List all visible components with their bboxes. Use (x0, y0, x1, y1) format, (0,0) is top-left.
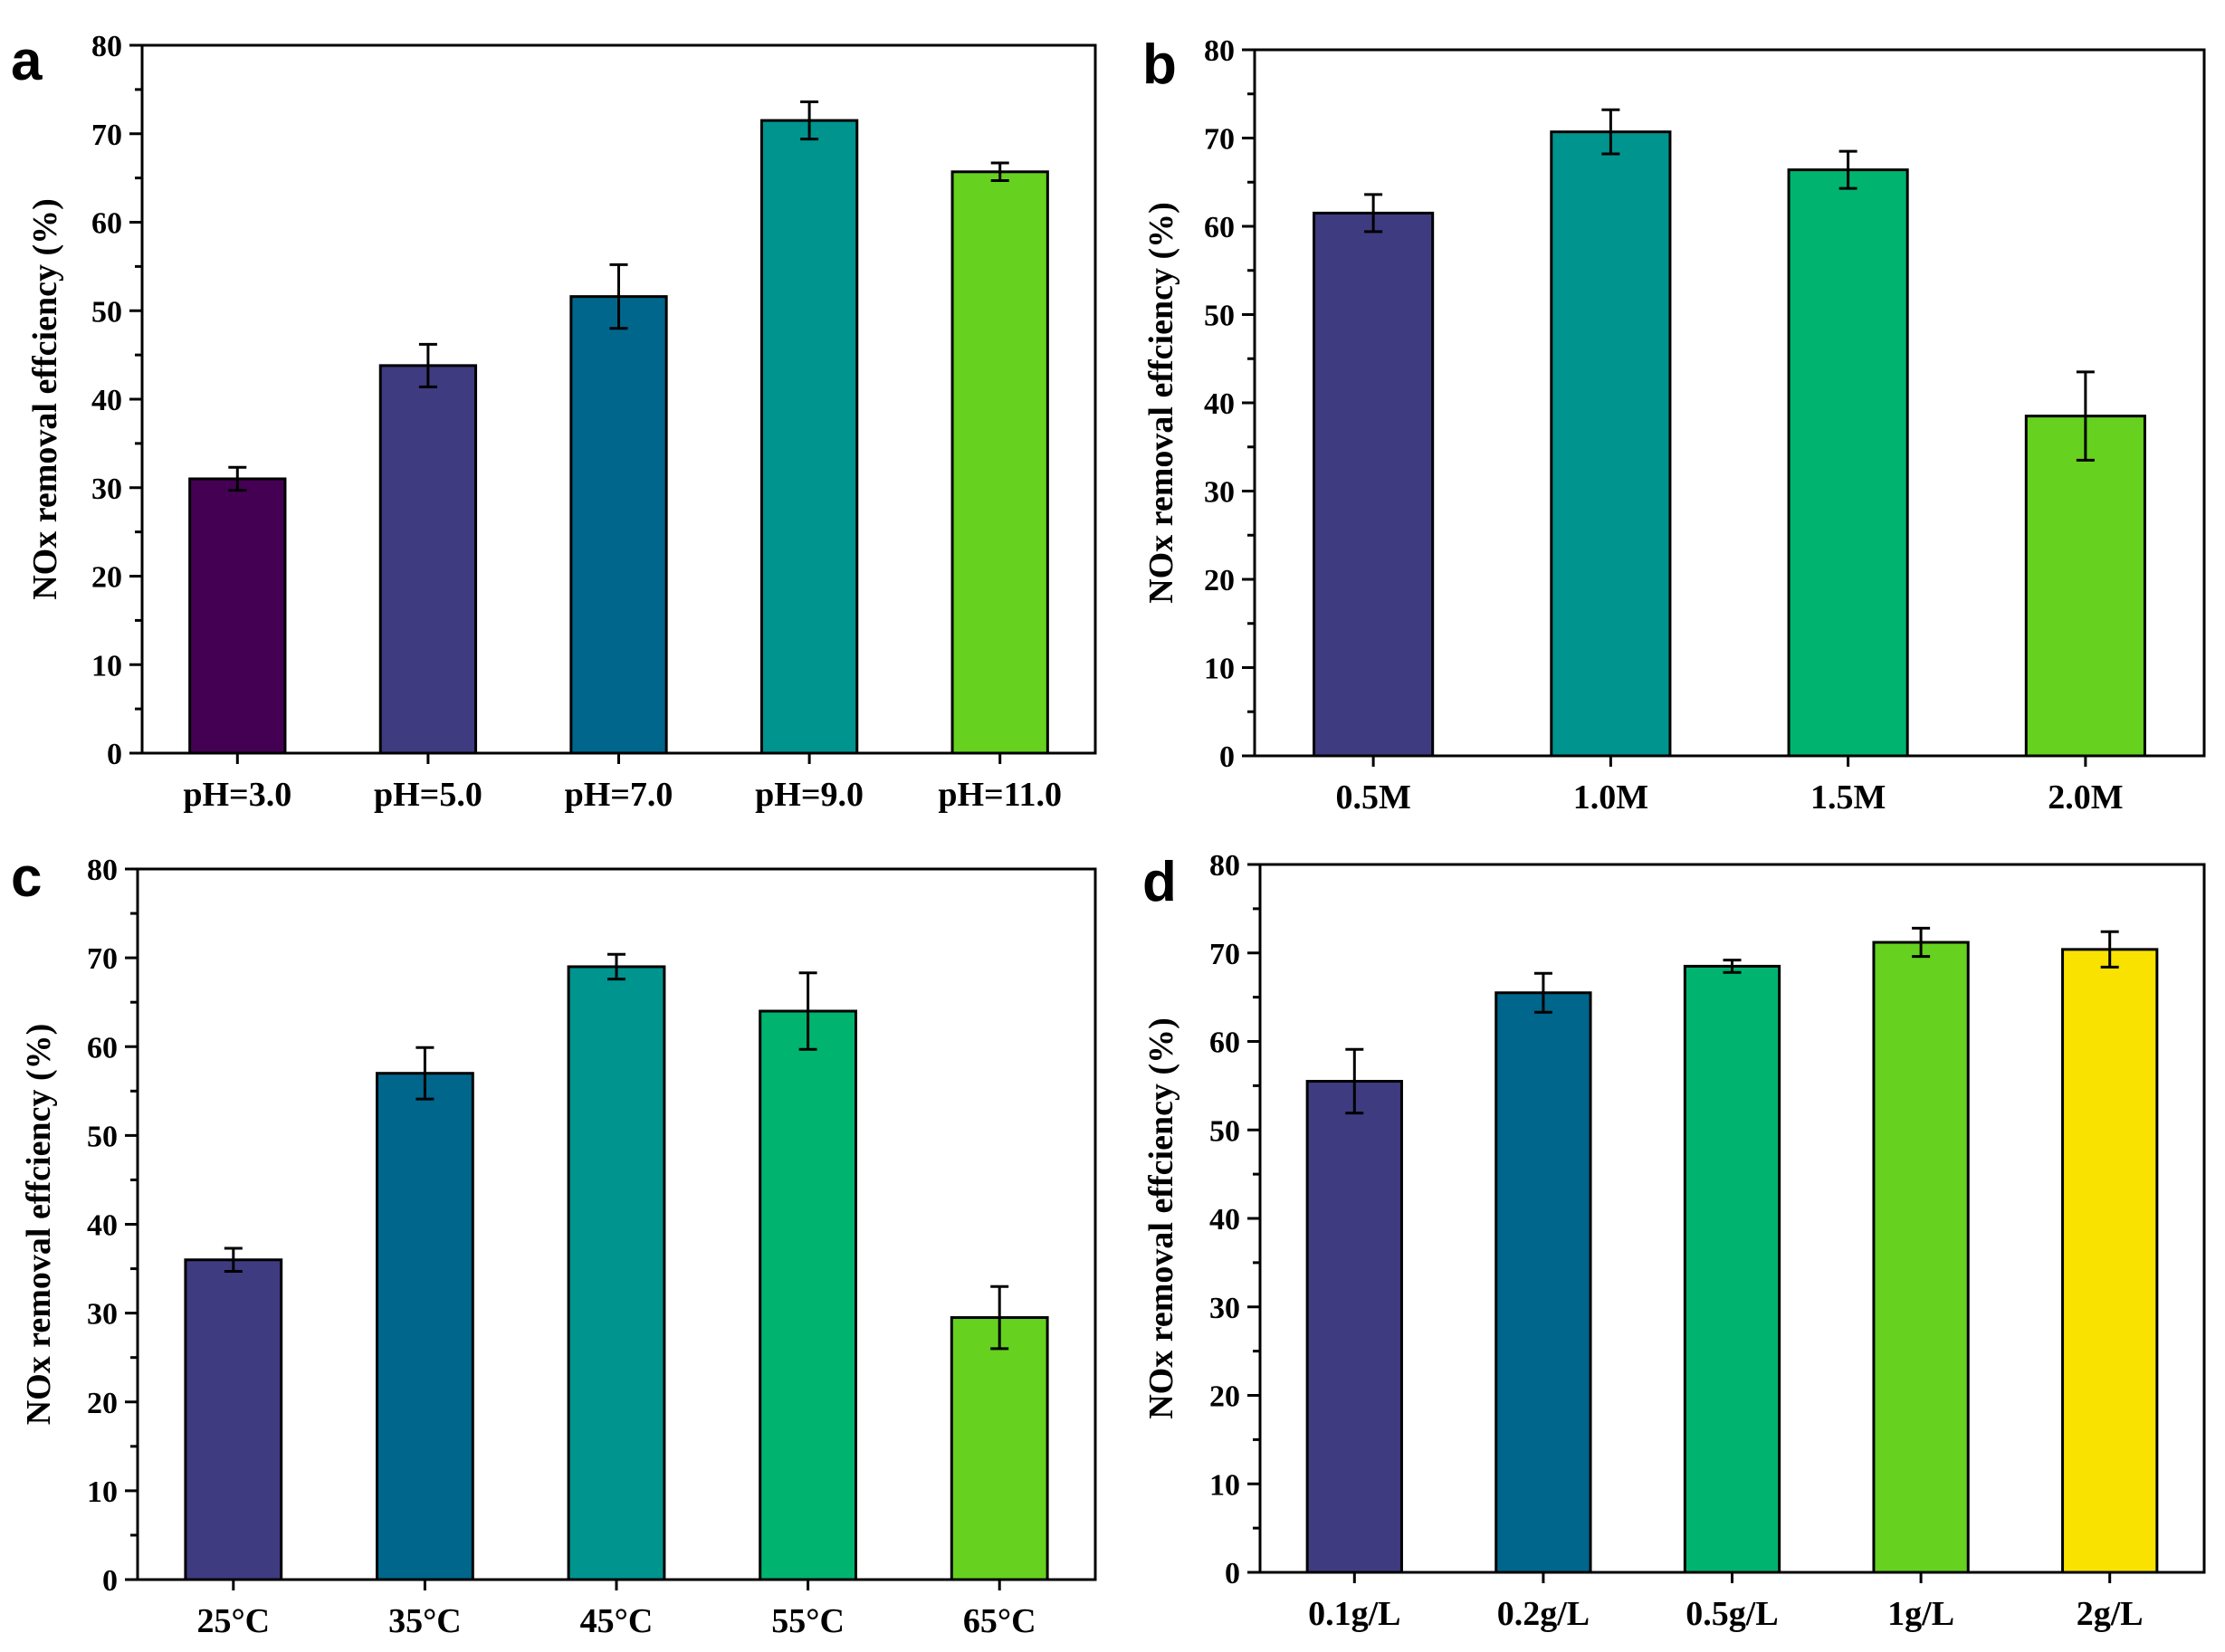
x-tick-label: 55°C (771, 1602, 845, 1640)
y-tick-label: 20 (1204, 564, 1235, 597)
y-tick-label: 80 (91, 30, 122, 63)
y-tick-label: 40 (87, 1209, 118, 1243)
x-tick-label: 1g/L (1887, 1595, 1954, 1633)
chart-panel-c: c 0 10 20 30 40 50 60 70 80 25°C 35°C 45°C 55°C 65°C NO… (11, 846, 1097, 1640)
y-tick-label: 30 (1209, 1292, 1240, 1325)
x-tick-label: pH=9.0 (755, 776, 864, 814)
x-tick-label: pH=7.0 (565, 776, 673, 814)
bar-2g/L (2061, 948, 2159, 1574)
bar-35°C (376, 1072, 474, 1581)
y-tick-label: 20 (91, 561, 122, 595)
y-tick-label: 40 (91, 384, 122, 417)
panel-letter-a: a (11, 30, 43, 92)
y-tick-label: 80 (1209, 849, 1240, 883)
x-tick-label: 35°C (388, 1602, 462, 1640)
y-tick-label: 80 (1204, 34, 1235, 68)
bar-pH=5.0 (378, 364, 478, 755)
y-tick-label: 50 (91, 295, 122, 329)
y-tick-label: 10 (87, 1475, 118, 1509)
x-tick-label: 45°C (580, 1602, 654, 1640)
y-axis-title: NOx removal effciency (%) (26, 198, 64, 600)
bar-0.5M (1313, 211, 1435, 758)
x-tick-label: 65°C (963, 1602, 1036, 1640)
y-tick-label: 20 (87, 1387, 118, 1420)
x-tick-label: 2g/L (2077, 1595, 2144, 1633)
y-tick-label: 40 (1209, 1203, 1240, 1237)
bar-0.5g/L (1683, 964, 1781, 1574)
bar-pH=7.0 (569, 295, 668, 755)
y-axis-title: NOx removal effciency (%) (1142, 202, 1180, 604)
panel-letter-c: c (11, 846, 42, 909)
y-tick-label: 50 (1209, 1114, 1240, 1148)
y-tick-label: 10 (1204, 653, 1235, 686)
x-tick-label: 0.1g/L (1308, 1595, 1400, 1633)
panel-letter-d: d (1142, 851, 1177, 913)
y-tick-label: 30 (87, 1298, 118, 1332)
panel-letter-b: b (1142, 33, 1177, 96)
y-tick-label: 70 (1209, 938, 1240, 971)
y-tick-label: 10 (1209, 1468, 1240, 1502)
y-tick-label: 60 (91, 207, 122, 241)
bar-1g/L (1872, 941, 1970, 1574)
y-tick-label: 50 (1204, 300, 1235, 333)
y-tick-label: 80 (87, 854, 118, 887)
bar-0.1g/L (1305, 1079, 1403, 1574)
x-tick-label: 0.5g/L (1685, 1595, 1778, 1633)
x-tick-label: 25°C (196, 1602, 270, 1640)
y-tick-label: 0 (1225, 1557, 1240, 1590)
y-axis-title: NOx removal effciency (%) (20, 1024, 58, 1426)
bar-45°C (567, 965, 666, 1581)
x-tick-label: pH=3.0 (183, 776, 291, 814)
y-tick-label: 70 (1204, 123, 1235, 157)
y-tick-label: 20 (1209, 1380, 1240, 1414)
chart-panel-a: a 0 10 20 30 40 50 60 70 80 pH=3.0 pH=5.0 pH=7.0 pH=9… (11, 30, 1097, 814)
y-tick-label: 0 (102, 1564, 118, 1598)
y-tick-label: 60 (1204, 211, 1235, 244)
axes-frame (1253, 48, 2206, 758)
bar-55°C (759, 1009, 858, 1581)
x-tick-label: 0.2g/L (1497, 1595, 1590, 1633)
y-axis-title: NOx removal effciency (%) (1142, 1017, 1180, 1419)
y-tick-label: 0 (1219, 740, 1235, 774)
y-tick-label: 30 (91, 473, 122, 506)
y-tick-label: 10 (91, 649, 122, 683)
x-tick-label: 1.0M (1573, 778, 1648, 816)
bar-2.0M (2024, 415, 2146, 758)
bar-1.0M (1550, 130, 1672, 758)
y-tick-label: 70 (91, 119, 122, 152)
y-tick-label: 40 (1204, 387, 1235, 421)
y-tick-label: 30 (1204, 476, 1235, 510)
chart-panel-b: b 0 10 20 30 40 50 60 70 80 0.5M 1.0M 1.5M 2.0M NOx re… (1142, 33, 2206, 816)
axes-frame (1258, 863, 2206, 1574)
x-tick-label: pH=5.0 (374, 776, 482, 814)
axes-frame (140, 43, 1097, 755)
y-tick-label: 50 (87, 1120, 118, 1153)
x-tick-label: 2.0M (2048, 778, 2123, 816)
y-tick-label: 70 (87, 942, 118, 976)
x-tick-label: 0.5M (1335, 778, 1410, 816)
axes-frame (136, 867, 1097, 1581)
y-tick-label: 0 (107, 738, 122, 771)
bar-1.5M (1787, 168, 1909, 758)
y-tick-label: 60 (1209, 1027, 1240, 1060)
bar-25°C (184, 1258, 283, 1581)
y-tick-label: 60 (87, 1031, 118, 1065)
x-tick-label: 1.5M (1810, 778, 1886, 816)
bar-0.2g/L (1494, 991, 1592, 1574)
bar-pH=9.0 (759, 119, 859, 755)
bar-pH=3.0 (188, 477, 287, 755)
x-tick-label: pH=11.0 (938, 776, 1062, 814)
bar-65°C (950, 1316, 1049, 1581)
bar-pH=11.0 (950, 170, 1049, 755)
chart-panel-d: d 0 10 20 30 40 50 60 70 80 0.1g/L 0.2g/L 0.5g/L 1g/L… (1142, 849, 2206, 1633)
